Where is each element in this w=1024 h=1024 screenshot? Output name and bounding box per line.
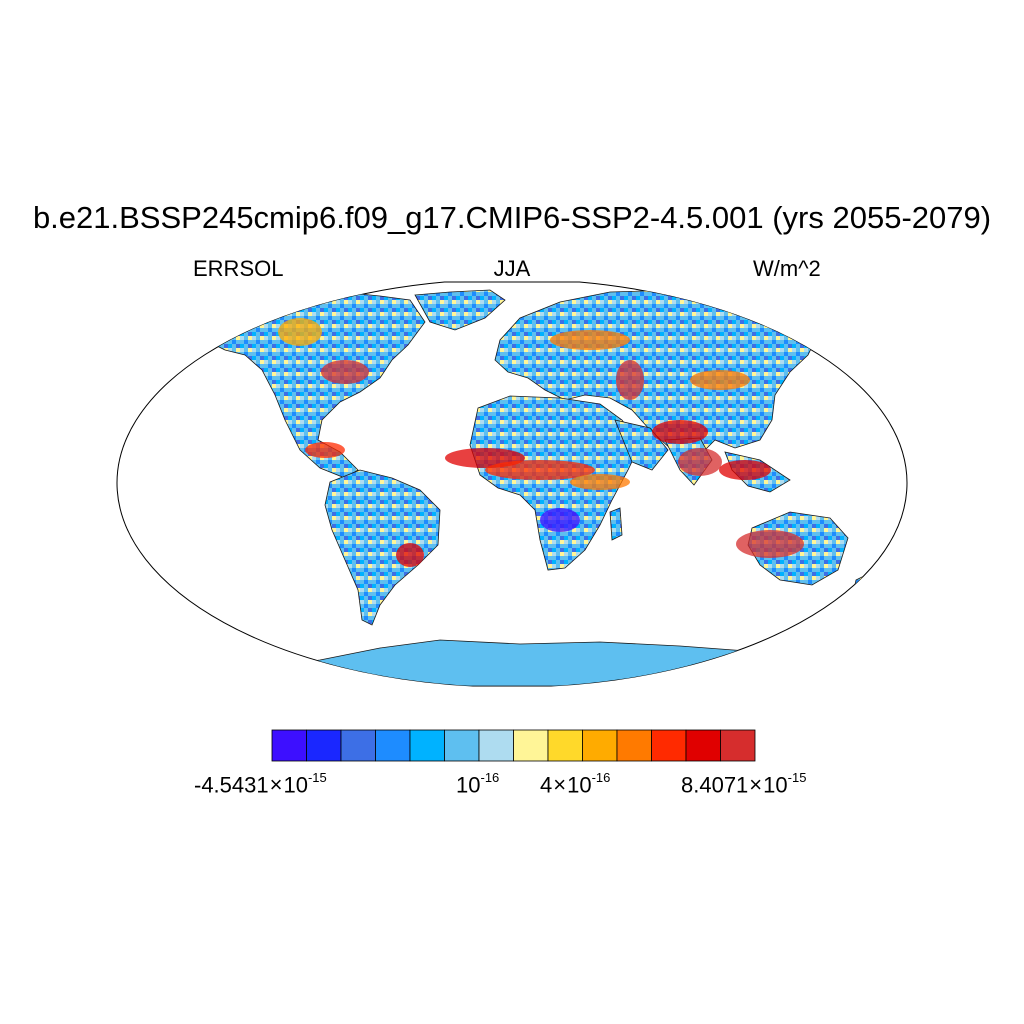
colorbar-box [340,729,376,762]
colorbar-box [375,729,411,762]
colorbar-box [582,729,618,762]
colorbar-box [616,729,652,762]
field-hotspot [540,508,580,532]
field-hotspot [719,460,771,480]
landmass-antarctica [249,639,781,686]
colorbar-box [651,729,687,762]
units-label: W/m^2 [753,256,821,281]
land-field [204,289,873,686]
field-hotspot [570,474,630,490]
field-hotspot [550,330,630,350]
season-label: JJA [493,256,531,281]
landmass-madagascar [609,507,623,541]
map-title: b.e21.BSSP245cmip6.f09_g17.CMIP6-SSP2-4.… [32,200,992,235]
colorbar-box [409,729,445,762]
colorbar-box [685,729,721,762]
field-hotspot [396,543,424,567]
colorbar [271,729,756,762]
field-hotspot [690,370,750,390]
field-hotspot [736,530,804,558]
colorbar-label: 4×10-16 [540,770,611,798]
landmass-greenland [414,289,506,331]
field-hotspot [305,442,345,458]
colorbar-box [513,729,549,762]
field-hotspot [485,460,595,480]
colorbar-box [720,729,756,762]
field-hotspot [278,318,322,346]
colorbar-label: 10-16 [456,770,500,798]
colorbar-box [478,729,514,762]
colorbar-label: -4.5431×10-15 [194,770,327,798]
colorbar-label: 8.4071×10-15 [681,770,807,798]
landmass-south-america [324,469,441,626]
landmass-arabia [614,419,669,471]
field-hotspot [616,360,644,400]
field-hotspot [678,448,722,476]
colorbar-box [306,729,342,762]
colorbar-box [547,729,583,762]
field-hotspot [321,360,369,384]
colorbar-box [271,729,307,762]
colorbar-box [444,729,480,762]
field-hotspot [652,420,708,444]
variable-label: ERRSOL [193,256,284,281]
landmass-africa [469,395,641,571]
